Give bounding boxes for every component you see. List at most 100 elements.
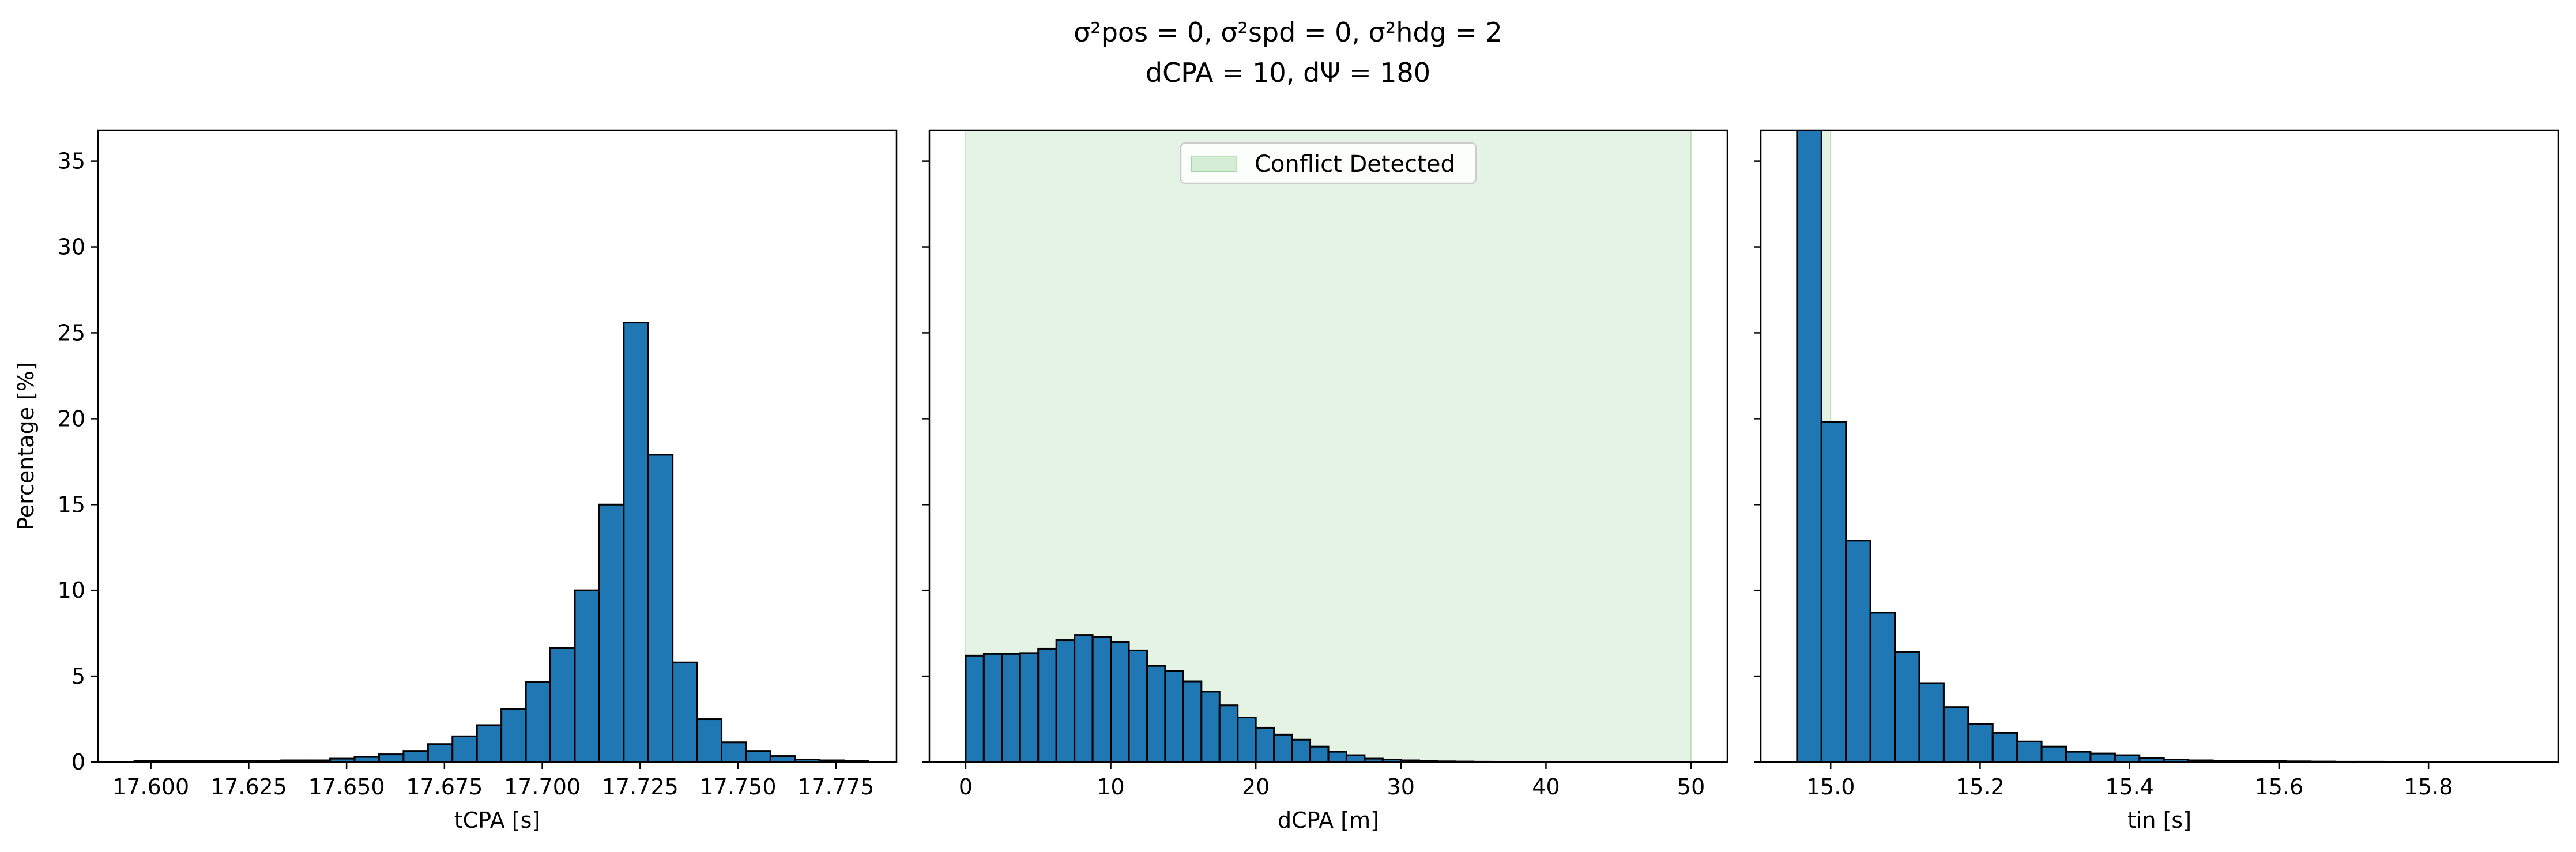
x-tick-label: 17.775 (797, 774, 874, 800)
histogram-bar (2065, 751, 2092, 762)
plot-area (965, 130, 1692, 762)
x-tick-label: 15.6 (2255, 774, 2304, 800)
x-tick-label: 17.725 (602, 774, 679, 800)
histogram-bar (427, 743, 454, 762)
histogram-bar (598, 503, 625, 762)
histogram-bar (1001, 653, 1021, 762)
histogram-bar (1291, 738, 1312, 762)
x-tick-label: 15.0 (1806, 774, 1855, 800)
x-tick-label: 17.600 (112, 774, 189, 800)
x-tick-label: 17.625 (210, 774, 287, 800)
legend: Conflict Detected (1180, 142, 1477, 184)
histogram-bar (1273, 733, 1293, 762)
histogram-bar (1918, 682, 1945, 762)
x-tick-label: 17.750 (700, 774, 777, 800)
histogram-bar (353, 756, 380, 762)
x-tick-label: 20 (1242, 774, 1270, 800)
x-tick-label: 30 (1387, 774, 1415, 800)
panel-left: 17.600 17.625 17.650 17.675 17.700 17.725 17.7… (13, 129, 898, 833)
histogram-bar (623, 322, 649, 762)
histogram-bar (476, 724, 503, 762)
histogram-bar (1894, 651, 1920, 762)
histogram-bar (2040, 745, 2067, 762)
histogram-bar (1146, 665, 1166, 762)
histogram-bar (1991, 732, 2018, 762)
plot-area (133, 322, 869, 762)
histogram-bar (2089, 752, 2116, 762)
legend-label: Conflict Detected (1255, 151, 1455, 178)
histogram-bar (1110, 641, 1130, 762)
histogram-bar (1237, 717, 1257, 762)
histogram-bar (1255, 726, 1275, 762)
histogram-bar (1200, 691, 1221, 762)
x-tick-label: 15.4 (2105, 774, 2154, 800)
x-tick-label: 17.675 (406, 774, 483, 800)
histogram-bar (1218, 704, 1239, 762)
y-tick-label: 30 (58, 235, 85, 260)
histogram-bar (647, 454, 674, 762)
histogram-bar (500, 708, 527, 762)
x-tick-label: 15.2 (1956, 774, 2005, 800)
histogram-bar (549, 647, 576, 762)
histogram-bar (402, 750, 429, 762)
x-tick-label: 15.8 (2404, 774, 2453, 800)
axes-frame (928, 129, 1728, 763)
histogram-bar (451, 735, 478, 762)
histogram-bar (1128, 649, 1148, 762)
histogram-bar (2114, 754, 2141, 762)
axes-frame (97, 129, 898, 763)
histogram-bar (1942, 706, 1969, 762)
axes-frame (1760, 129, 2559, 763)
y-tick-label: 5 (71, 663, 85, 689)
histogram-bar (721, 741, 747, 762)
y-tick-label: 35 (58, 149, 85, 174)
chart-panels: 17.600 17.625 17.650 17.675 17.700 17.725 17.7… (13, 129, 2559, 833)
y-tick-label: 25 (58, 320, 85, 345)
histogram-bar (1967, 723, 1994, 762)
y-tick-label: 0 (71, 749, 85, 775)
histogram-bar (1869, 612, 1896, 762)
histogram-bar (672, 661, 698, 762)
y-tick-label: 10 (58, 578, 85, 603)
y-tick-label: 15 (58, 492, 85, 517)
legend-swatch (1191, 156, 1237, 172)
legend-box (1180, 142, 1477, 184)
histogram-bar (1845, 540, 1871, 762)
histogram-bar (1327, 751, 1347, 762)
figure-title-line-1: σ²pos = 0, σ²spd = 0, σ²hdg = 2 (1074, 17, 1502, 48)
histogram-bar (745, 750, 771, 762)
histogram-bar (1309, 745, 1330, 762)
histogram-bar (1164, 670, 1184, 762)
histogram-bar (965, 654, 985, 762)
panel-right: 15.0 15.2 15.4 15.6 15.8 tin [s] (1754, 129, 2559, 833)
histogram-bar (1091, 636, 1112, 762)
histogram-bar (1074, 634, 1094, 762)
x-tick-label: 17.650 (308, 774, 385, 800)
plot-area (1796, 130, 2532, 762)
histogram-bar (1796, 130, 1822, 762)
panel-middle: 0 10 20 30 40 50 dCPA [m] Conflict Detected (922, 129, 1728, 833)
histogram-bar (1055, 639, 1076, 762)
histogram-bar (982, 653, 1003, 762)
y-axis-label: Percentage [%] (13, 362, 39, 530)
histogram-bar (696, 718, 723, 762)
x-tick-label: 10 (1097, 774, 1124, 800)
histogram-bar (1019, 652, 1040, 762)
figure-title-line-2: dCPA = 10, dΨ = 180 (1146, 57, 1430, 88)
x-tick-label: 40 (1532, 774, 1560, 800)
x-axis-label: tin [s] (2127, 808, 2191, 833)
x-tick-label: 17.700 (504, 774, 581, 800)
histogram-bar (2016, 740, 2043, 762)
x-axis-label: tCPA [s] (454, 808, 540, 833)
histogram-bar (769, 755, 796, 762)
x-tick-label: 50 (1677, 774, 1705, 800)
histogram-bar (525, 681, 551, 762)
histogram-bar (1345, 754, 1366, 762)
histogram-bar (1182, 680, 1203, 762)
histogram-bar (574, 589, 600, 762)
y-tick-label: 20 (58, 406, 85, 431)
histogram-bar (1820, 421, 1847, 762)
x-tick-label: 0 (959, 774, 973, 800)
